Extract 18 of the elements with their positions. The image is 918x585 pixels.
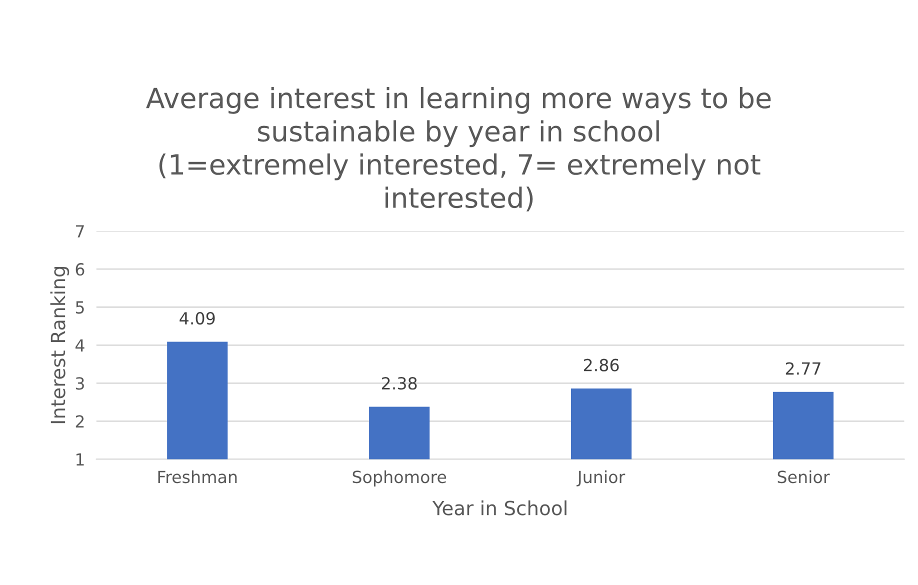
y-tick-label: 3 [76, 377, 84, 390]
data-label: 2.38 [382, 377, 417, 390]
data-label: 4.09 [180, 312, 215, 325]
y-tick-label: 4 [75, 339, 84, 352]
chart-title: Average interest in learning more ways to be sustainable by year in school (1=extremely interested, 7= extremely not interested) [146, 86, 771, 212]
y-tick-label: 5 [76, 301, 84, 314]
x-tick-label: Sophomore [352, 470, 446, 486]
x-tick-label: Freshman [158, 470, 237, 484]
y-tick-label: 7 [76, 225, 84, 238]
y-axis-title: Interest Ranking [50, 267, 70, 424]
x-tick-label: Senior [778, 470, 830, 484]
data-label: 2.77 [786, 362, 820, 375]
y-tick-label: 1 [76, 453, 84, 466]
y-tick-label: 6 [76, 263, 84, 276]
x-tick-label: Junior [576, 470, 626, 486]
data-label: 2.86 [584, 358, 619, 372]
y-tick-label: 2 [76, 415, 84, 428]
x-axis-title: Year in School [432, 500, 566, 516]
